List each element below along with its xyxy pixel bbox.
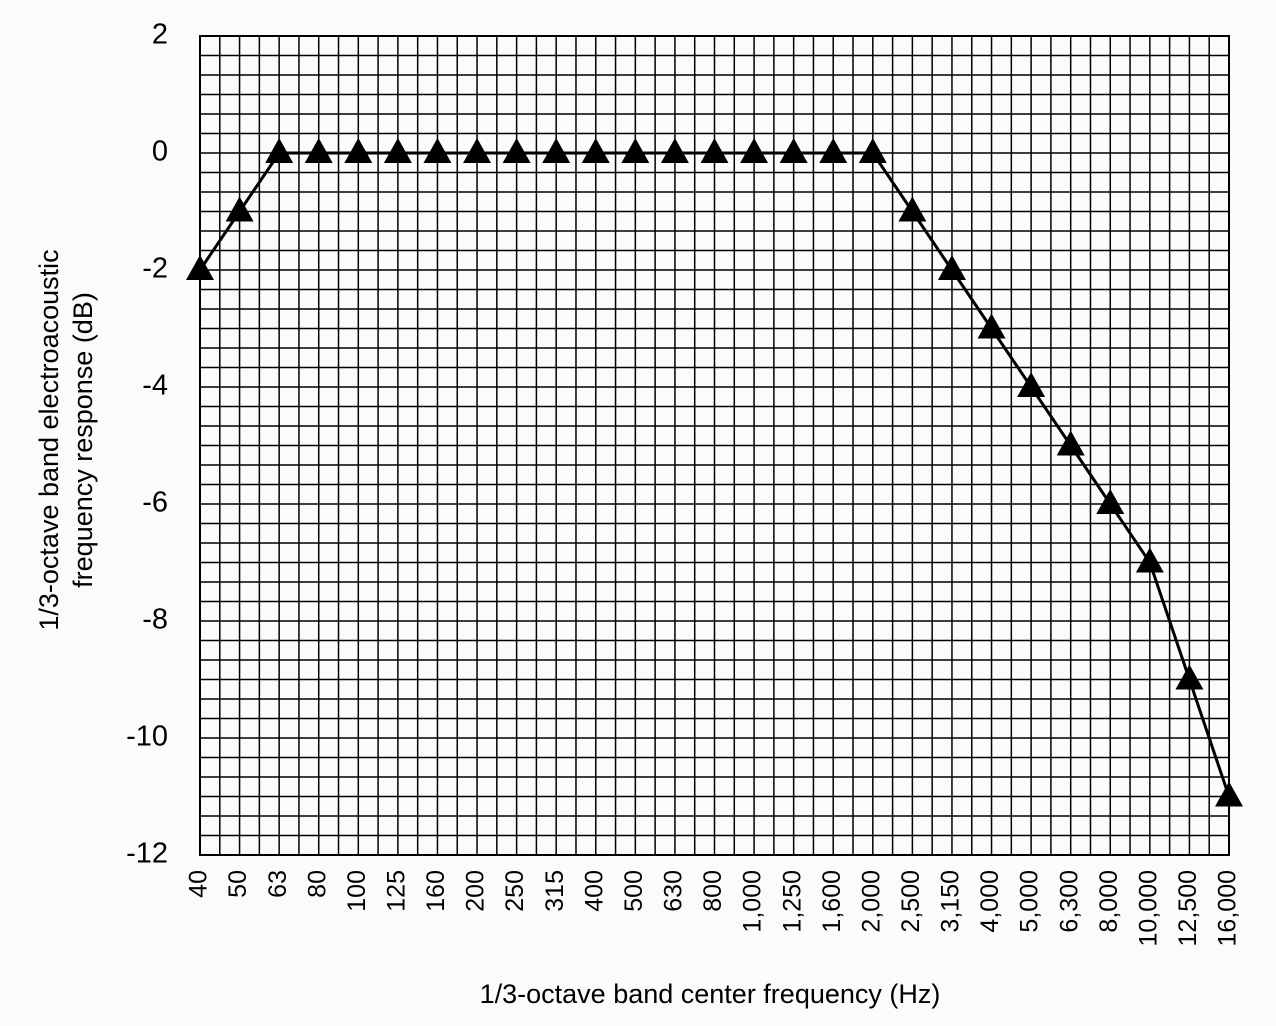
marker bbox=[1017, 372, 1046, 397]
marker bbox=[700, 138, 729, 163]
marker bbox=[542, 138, 571, 163]
marker bbox=[344, 138, 373, 163]
marker bbox=[423, 138, 452, 163]
x-tick-label: 100 bbox=[343, 870, 371, 912]
x-tick-label: 315 bbox=[541, 870, 569, 912]
plot-frame bbox=[199, 35, 1230, 856]
x-tick-label: 2,500 bbox=[897, 870, 925, 933]
marker bbox=[463, 138, 492, 163]
marker bbox=[779, 138, 808, 163]
y-tick-label: -12 bbox=[126, 838, 168, 870]
x-tick-label: 10,000 bbox=[1134, 870, 1162, 946]
x-tick-label: 8,000 bbox=[1095, 870, 1123, 933]
x-tick-label: 630 bbox=[660, 870, 688, 912]
marker bbox=[265, 138, 294, 163]
marker bbox=[858, 138, 887, 163]
marker bbox=[383, 138, 412, 163]
marker bbox=[304, 138, 333, 163]
y-tick-label: 2 bbox=[152, 19, 168, 51]
x-tick-label: 125 bbox=[382, 870, 410, 912]
x-tick-label: 50 bbox=[224, 870, 252, 898]
x-tick-label: 160 bbox=[422, 870, 450, 912]
marker bbox=[1096, 489, 1125, 514]
x-tick-label: 12,500 bbox=[1174, 870, 1202, 946]
marker bbox=[898, 196, 927, 222]
marker bbox=[977, 313, 1006, 339]
x-tick-label: 40 bbox=[185, 870, 213, 898]
y-tick-label: 0 bbox=[152, 136, 168, 168]
marker bbox=[581, 138, 610, 163]
y-tick-label: -4 bbox=[142, 370, 168, 402]
marker bbox=[1215, 781, 1243, 807]
x-tick-label: 1,600 bbox=[818, 870, 846, 933]
y-tick-label: -6 bbox=[142, 487, 168, 519]
x-tick-label: 2,000 bbox=[857, 870, 885, 933]
x-tick-label: 1,000 bbox=[739, 870, 767, 933]
marker bbox=[740, 138, 769, 163]
marker bbox=[1135, 547, 1164, 573]
y-tick-label: -2 bbox=[142, 253, 168, 285]
y-axis-label: frequency response (dB) bbox=[68, 292, 98, 588]
x-tick-label: 63 bbox=[264, 870, 292, 898]
marker bbox=[225, 196, 254, 222]
x-tick-label: 200 bbox=[462, 870, 490, 912]
x-tick-label: 16,000 bbox=[1214, 870, 1242, 946]
x-tick-label: 400 bbox=[580, 870, 608, 912]
marker bbox=[660, 138, 689, 163]
marker bbox=[621, 138, 650, 163]
marker bbox=[186, 255, 214, 280]
x-tick-label: 1,250 bbox=[778, 870, 806, 933]
x-tick-label: 5,000 bbox=[1016, 870, 1044, 933]
x-tick-label: 800 bbox=[699, 870, 727, 912]
x-tick-label: 6,300 bbox=[1055, 870, 1083, 933]
x-tick-label: 3,150 bbox=[937, 870, 965, 933]
marker bbox=[1056, 430, 1085, 456]
x-axis-label: 1/3-octave band center frequency (Hz) bbox=[480, 979, 941, 1009]
y-tick-label: -10 bbox=[126, 721, 168, 753]
y-tick-label: -8 bbox=[142, 604, 168, 636]
x-tick-label: 500 bbox=[620, 870, 648, 912]
marker bbox=[1175, 664, 1204, 690]
x-tick-label: 250 bbox=[501, 870, 529, 912]
marker bbox=[502, 138, 531, 163]
marker bbox=[937, 255, 966, 280]
marker bbox=[819, 138, 848, 163]
y-axis-label: 1/3-octave band electroacoustic bbox=[34, 249, 64, 630]
x-tick-label: 80 bbox=[303, 870, 331, 898]
x-tick-label: 4,000 bbox=[976, 870, 1004, 933]
